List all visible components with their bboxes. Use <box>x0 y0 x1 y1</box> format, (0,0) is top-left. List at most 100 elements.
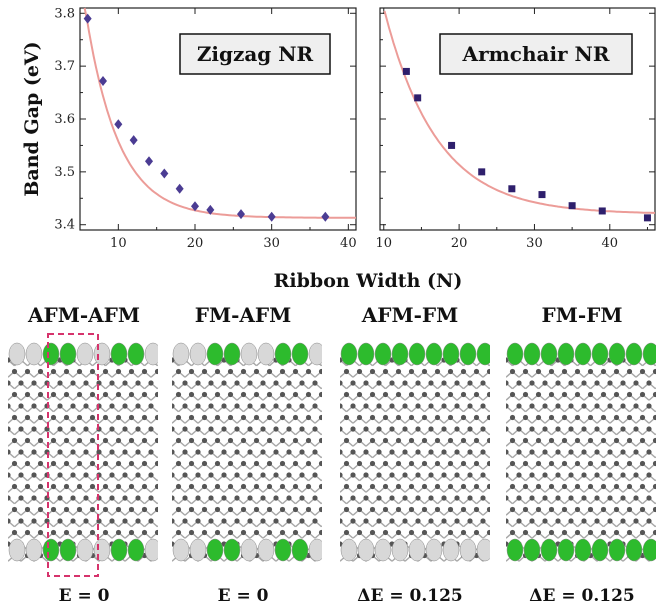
carbon-atom <box>102 483 109 490</box>
carbon-atom <box>633 449 639 455</box>
carbon-atom <box>299 426 305 432</box>
carbon-atom <box>509 483 516 490</box>
spin-density-lobe <box>223 538 241 562</box>
bond <box>157 370 158 373</box>
bond <box>340 422 341 424</box>
carbon-atom <box>356 529 363 536</box>
carbon-atom <box>50 414 57 421</box>
bond <box>321 508 322 511</box>
carbon-atom <box>163 530 168 535</box>
bond <box>496 510 503 516</box>
carbon-atom <box>408 368 415 375</box>
carbon-atom <box>31 472 37 478</box>
carbon-atom <box>509 391 516 398</box>
bond <box>157 462 158 465</box>
bond <box>172 560 173 562</box>
y-axis-label: Band Gap (eV) <box>21 41 43 196</box>
carbon-atom <box>356 506 363 513</box>
carbon-atom <box>535 529 542 536</box>
bond <box>8 406 9 408</box>
carbon-atom <box>221 449 227 455</box>
bond <box>506 376 507 378</box>
carbon-atom <box>529 518 535 524</box>
carbon-atom <box>201 391 208 398</box>
carbon-atom <box>594 518 600 524</box>
carbon-atom <box>415 449 421 455</box>
spin-density-lobe <box>506 342 524 366</box>
carbon-atom <box>402 495 408 501</box>
spin-density-lobe <box>425 342 443 366</box>
carbon-atom <box>633 403 639 409</box>
spin-density-lobe <box>110 538 128 562</box>
carbon-atom <box>195 380 201 386</box>
carbon-atom <box>240 414 247 421</box>
carbon-atom <box>115 437 122 444</box>
carbon-atom <box>402 472 408 478</box>
carbon-atom <box>63 460 70 467</box>
carbon-atom <box>581 380 587 386</box>
carbon-atom <box>467 403 473 409</box>
carbon-atom <box>109 403 115 409</box>
carbon-atom <box>389 426 395 432</box>
carbon-atom <box>369 437 376 444</box>
carbon-atom <box>318 506 322 513</box>
bond <box>157 548 158 551</box>
carbon-atom <box>486 414 490 421</box>
zigzag-data-point <box>175 183 184 194</box>
carbon-atom <box>659 380 664 385</box>
spin-density-lobe <box>127 538 145 562</box>
carbon-atom <box>467 495 473 501</box>
carbon-atom <box>652 506 656 513</box>
carbon-atom <box>253 391 260 398</box>
carbon-atom <box>89 529 96 536</box>
carbon-atom <box>639 506 646 513</box>
carbon-atom <box>234 495 240 501</box>
carbon-atom <box>50 483 57 490</box>
bond <box>172 452 173 454</box>
carbon-atom <box>620 380 626 386</box>
carbon-atom <box>613 391 620 398</box>
bond <box>496 383 503 389</box>
carbon-atom <box>286 426 292 432</box>
carbon-atom <box>24 414 31 421</box>
bond <box>496 556 503 562</box>
carbon-atom <box>154 529 158 536</box>
bond <box>164 498 171 504</box>
carbon-atom <box>473 391 480 398</box>
zigzag-data-point <box>267 211 276 222</box>
carbon-atom <box>460 483 467 490</box>
spin-density-lobe <box>240 538 258 562</box>
carbon-atom <box>454 426 460 432</box>
carbon-atom <box>555 472 561 478</box>
carbon-atom <box>516 472 522 478</box>
spin-density-lobe <box>257 342 275 366</box>
bond <box>8 383 9 385</box>
carbon-atom <box>221 518 227 524</box>
energy-fm-fm: ΔE = 0.125 <box>529 586 634 606</box>
zigzag-ticks: 10 20 30 40 3.4 3.5 3.6 3.7 3.8 <box>54 6 356 251</box>
bond <box>327 452 334 458</box>
carbon-atom <box>318 529 322 536</box>
carbon-atom <box>76 437 83 444</box>
carbon-atom <box>626 460 633 467</box>
carbon-atom <box>24 506 31 513</box>
carbon-atom <box>182 426 188 432</box>
carbon-atom <box>221 380 227 386</box>
carbon-atom <box>299 472 305 478</box>
carbon-atom <box>356 368 363 375</box>
carbon-atom <box>31 426 37 432</box>
carbon-atom <box>639 437 646 444</box>
carbon-atom <box>24 460 31 467</box>
bond <box>489 508 490 511</box>
carbon-atom <box>428 426 434 432</box>
spin-density-lobe <box>408 538 426 562</box>
spin-density-lobe <box>76 342 94 366</box>
carbon-atom <box>395 368 402 375</box>
carbon-atom <box>522 460 529 467</box>
bond <box>321 485 322 488</box>
carbon-atom <box>415 403 421 409</box>
carbon-atom <box>369 460 376 467</box>
carbon-atom <box>305 368 312 375</box>
carbon-atom <box>31 449 37 455</box>
carbon-atom <box>305 460 312 467</box>
